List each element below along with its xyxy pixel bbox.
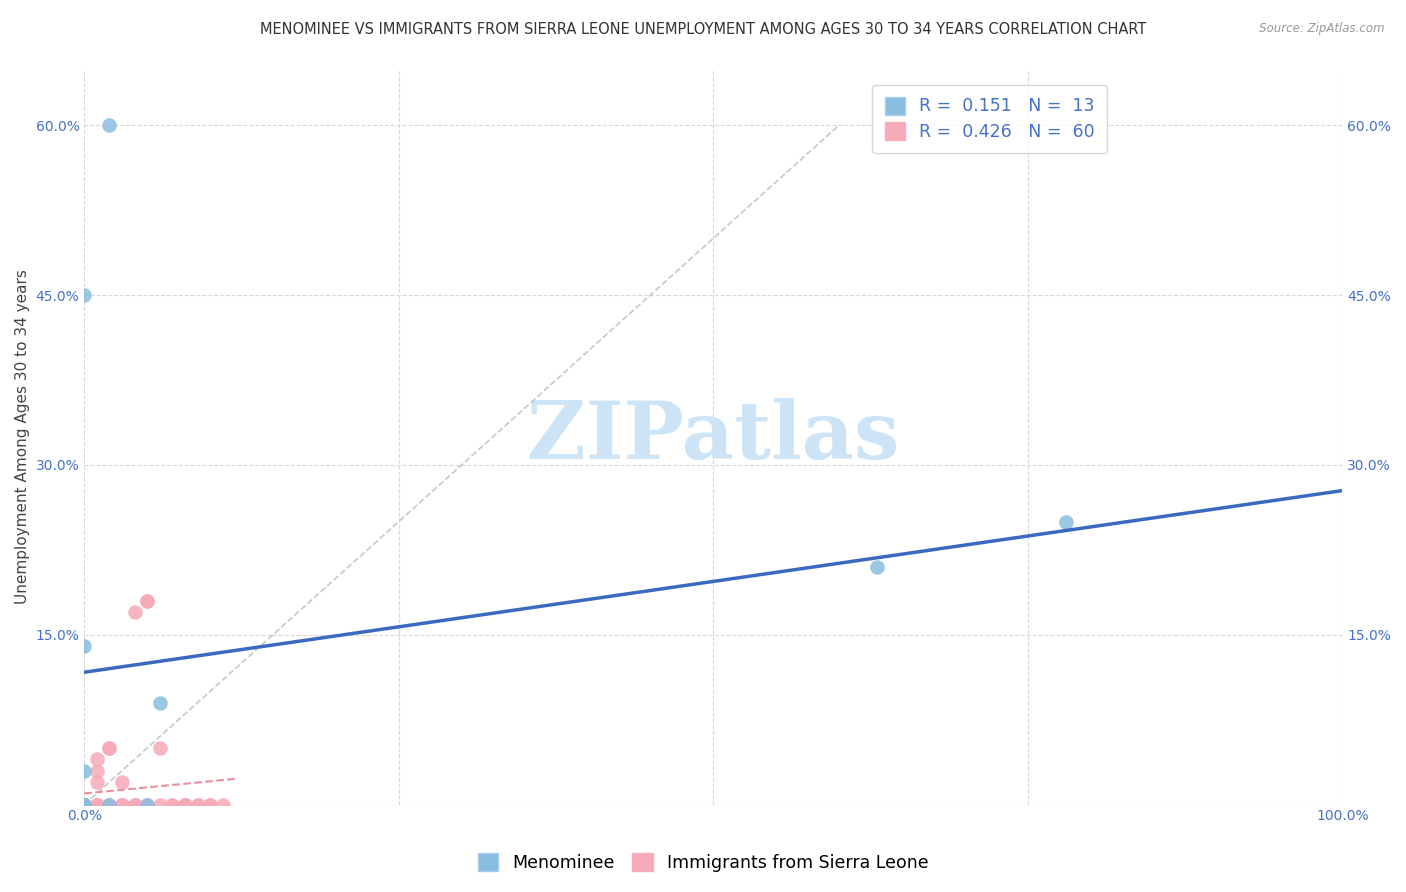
Point [73,797,96,812]
Point [73,797,96,812]
Point [186,797,208,812]
Point [124,605,146,619]
Point [866,559,889,574]
Y-axis label: Unemployment Among Ages 30 to 34 years: Unemployment Among Ages 30 to 34 years [15,269,30,604]
Point [73,797,96,812]
Point [73,797,96,812]
Point [73,797,96,812]
Text: ZIPatlas: ZIPatlas [527,398,900,475]
Point [73,764,96,778]
Point [86,752,108,766]
Point [111,797,134,812]
Point [73,797,96,812]
Point [98,797,121,812]
Point [149,797,172,812]
Point [86,797,108,812]
Point [174,797,197,812]
Point [162,797,184,812]
Point [73,288,96,302]
Point [174,797,197,812]
Point [124,797,146,812]
Point [186,797,208,812]
Point [98,118,121,132]
Point [174,797,197,812]
Text: Source: ZipAtlas.com: Source: ZipAtlas.com [1260,22,1385,36]
Point [73,797,96,812]
Point [211,797,233,812]
Point [73,797,96,812]
Point [73,797,96,812]
Point [174,797,197,812]
Point [149,696,172,710]
Point [111,797,134,812]
Point [73,797,96,812]
Point [174,797,197,812]
Point [111,775,134,789]
Point [73,797,96,812]
Point [86,764,108,778]
Point [98,741,121,756]
Point [73,797,96,812]
Point [73,797,96,812]
Point [149,741,172,756]
Point [73,797,96,812]
Point [98,741,121,756]
Point [198,797,221,812]
Point [73,797,96,812]
Point [73,797,96,812]
Point [86,797,108,812]
Point [86,775,108,789]
Text: MENOMINEE VS IMMIGRANTS FROM SIERRA LEONE UNEMPLOYMENT AMONG AGES 30 TO 34 YEARS: MENOMINEE VS IMMIGRANTS FROM SIERRA LEON… [260,22,1146,37]
Point [124,797,146,812]
Point [86,797,108,812]
Legend: R =  0.151   N =  13, R =  0.426   N =  60: R = 0.151 N = 13, R = 0.426 N = 60 [873,85,1107,153]
Point [73,639,96,653]
Point [162,797,184,812]
Point [1054,515,1077,529]
Point [198,797,221,812]
Point [136,797,159,812]
Point [124,797,146,812]
Point [98,797,121,812]
Point [73,797,96,812]
Point [98,797,121,812]
Point [86,797,108,812]
Point [73,797,96,812]
Point [136,797,159,812]
Point [73,797,96,812]
Point [73,797,96,812]
Point [73,797,96,812]
Point [73,797,96,812]
Point [111,797,134,812]
Point [124,797,146,812]
Point [136,594,159,608]
Point [86,797,108,812]
Point [73,797,96,812]
Point [98,797,121,812]
Point [136,797,159,812]
Point [136,594,159,608]
Legend: Menominee, Immigrants from Sierra Leone: Menominee, Immigrants from Sierra Leone [471,847,935,879]
Point [73,797,96,812]
